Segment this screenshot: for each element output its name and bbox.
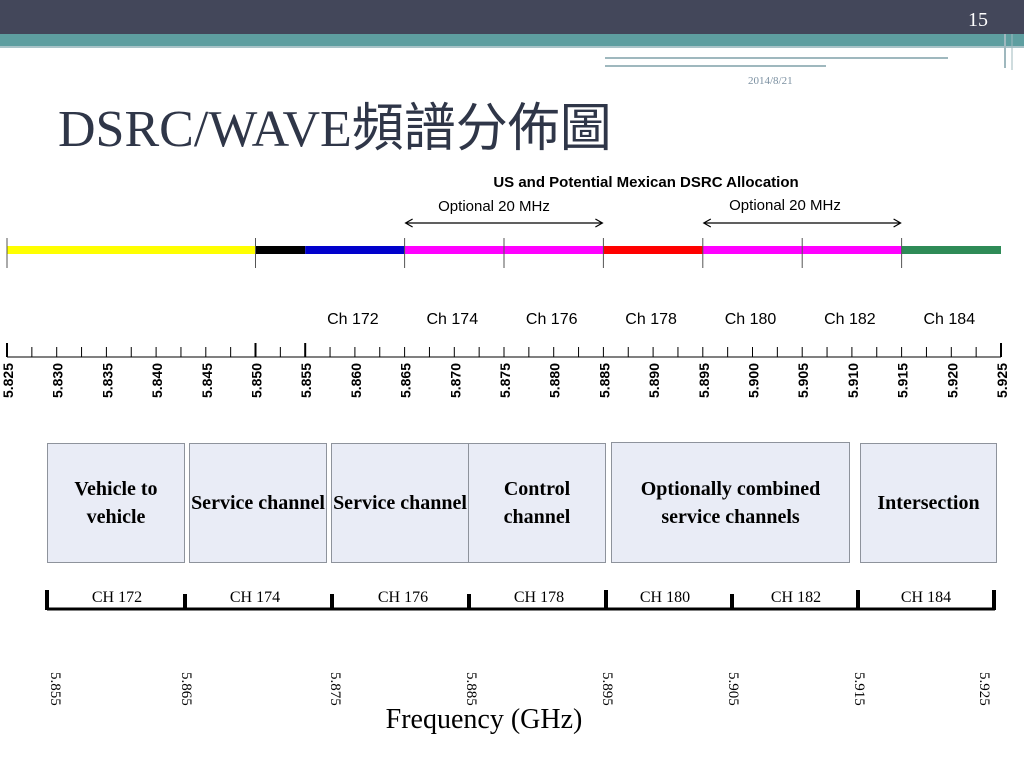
tick-label: 5.835 [99,363,115,398]
optional-label-2: Optional 20 MHz [729,197,841,214]
lower-freq-5855: 5.855 [47,672,63,706]
lower-freq-5905: 5.905 [725,672,741,706]
lower-freq-5895: 5.895 [599,672,615,706]
lower-freq-5875: 5.875 [327,672,343,706]
tick-label: 5.870 [447,363,463,398]
tick-label: 5.860 [348,363,364,398]
channel-bracket [45,590,996,611]
spectrum-figure: US and Potential Mexican DSRC Allocation… [0,174,1010,398]
channel-labels: Ch 172 Ch 174 Ch 176 Ch 178 Ch 180 Ch 182 Ch 1… [327,311,975,328]
lower-channel-180: CH 180 [639,589,691,606]
tick-label: 5.910 [845,363,861,398]
tick-label: 5.900 [746,363,762,398]
channel-label: Ch 176 [526,311,578,328]
optional-arrowhead-left-0 [404,218,413,228]
lower-channel-178: CH 178 [513,589,565,606]
slide-date: 2014/8/21 [748,75,793,87]
box-vehicle-to-vehicle: Vehicle to vehicle [47,443,185,563]
tick-label: 5.885 [596,363,612,398]
slide-title: DSRC/WAVE頻譜分佈圖 [58,101,612,158]
tick-label: 5.880 [547,363,563,398]
tick-label: 5.825 [0,363,16,398]
tick-label: 5.875 [497,363,513,398]
tick-label: 5.895 [696,363,712,398]
optional-arrowhead-right-0 [595,218,604,228]
tick-label: 5.890 [646,363,662,398]
spectrum-band [6,238,1001,268]
optional-label-1: Optional 20 MHz [438,198,550,215]
tick-label: 5.840 [149,363,165,398]
lower-channel-176: CH 176 [377,589,429,606]
channel-label: Ch 174 [427,311,479,328]
lower-freq-5865: 5.865 [178,672,194,706]
channel-label: Ch 178 [625,311,677,328]
lower-channel-182: CH 182 [770,589,822,606]
tick-label: 5.855 [298,363,314,398]
lower-channel-172: CH 172 [91,589,143,606]
tick-label: 5.845 [199,363,215,398]
box-intersection: Intersection [860,443,997,563]
box-control-channel: Control channel [468,443,606,563]
axis-title: Frequency (GHz) [385,704,583,735]
channel-label: Ch 172 [327,311,379,328]
header-accent-bar [0,34,1024,46]
tick-label: 5.865 [398,363,414,398]
optional-arrowhead-right-1 [893,218,902,228]
header-decoration [0,34,1024,70]
lower-freq-5925: 5.925 [976,672,992,706]
tick-label: 5.915 [895,363,911,398]
tick-label: 5.905 [795,363,811,398]
lower-channel-174: CH 174 [229,589,281,606]
lower-freq-5915: 5.915 [851,672,867,706]
box-service-channel-176: Service channel [331,443,469,563]
box-optionally-combined: Optionally combined service channels [611,442,850,563]
tick-label: 5.830 [50,363,66,398]
optional-arrowhead-left-1 [702,218,712,228]
channel-label: Ch 182 [824,311,876,328]
tick-label: 5.850 [249,363,265,398]
lower-channel-184: CH 184 [900,589,952,606]
channel-label: Ch 180 [725,311,777,328]
frequency-ruler: 5.825 5.830 5.835 5.840 5.845 5.850 5.855 5.860… [0,343,1010,398]
figure-title: US and Potential Mexican DSRC Allocation [493,174,798,191]
header-bar [0,0,1024,34]
box-service-channel-174: Service channel [189,443,327,563]
lower-freq-5885: 5.885 [463,672,479,706]
optional-arrows [404,218,902,228]
tick-label: 5.920 [944,363,960,398]
channel-label: Ch 184 [924,311,976,328]
tick-label: 5.925 [994,363,1010,398]
page-number: 15 [968,9,988,31]
